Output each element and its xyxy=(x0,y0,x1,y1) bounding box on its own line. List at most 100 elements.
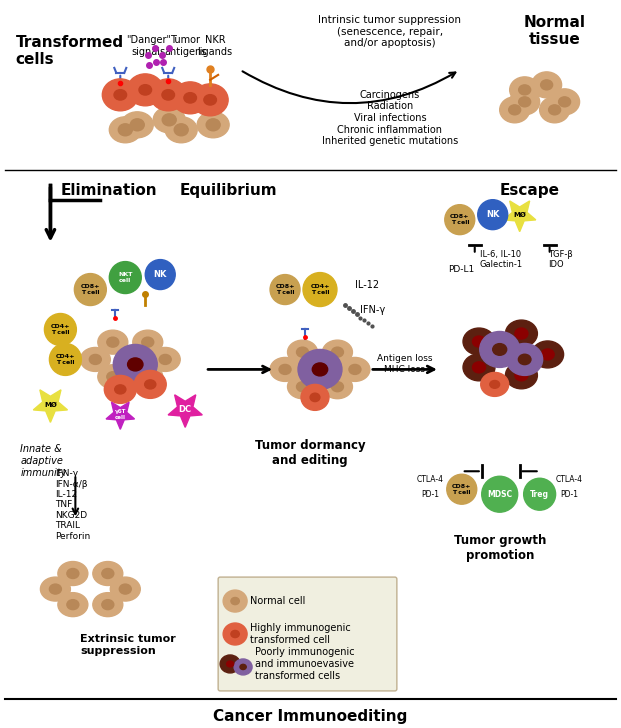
Text: NKT
cell: NKT cell xyxy=(118,272,132,283)
Text: Elimination: Elimination xyxy=(60,183,157,198)
Text: NKR
ligands: NKR ligands xyxy=(197,35,233,57)
Ellipse shape xyxy=(505,320,537,347)
Ellipse shape xyxy=(145,380,156,389)
Polygon shape xyxy=(34,389,68,422)
Ellipse shape xyxy=(288,375,317,399)
Text: Cancer Immunoediting: Cancer Immunoediting xyxy=(213,709,407,724)
Ellipse shape xyxy=(102,79,138,111)
Ellipse shape xyxy=(550,89,579,115)
Ellipse shape xyxy=(463,354,495,381)
Ellipse shape xyxy=(541,349,554,360)
Text: IFN-γ: IFN-γ xyxy=(360,304,385,314)
Ellipse shape xyxy=(192,84,228,116)
Ellipse shape xyxy=(310,393,320,402)
Ellipse shape xyxy=(40,577,70,601)
Ellipse shape xyxy=(98,331,128,354)
Text: CD8+
T cell: CD8+ T cell xyxy=(452,484,471,494)
Circle shape xyxy=(478,199,508,229)
Ellipse shape xyxy=(139,84,152,95)
Ellipse shape xyxy=(89,355,101,365)
Ellipse shape xyxy=(519,85,531,95)
Text: Intrinsic tumor suppression
(senescence, repair,
and/or apoptosis): Intrinsic tumor suppression (senescence,… xyxy=(319,15,461,48)
Circle shape xyxy=(45,314,76,346)
Polygon shape xyxy=(504,201,536,232)
Ellipse shape xyxy=(102,600,114,609)
Ellipse shape xyxy=(172,82,208,114)
Ellipse shape xyxy=(301,384,329,411)
Ellipse shape xyxy=(220,655,240,673)
Text: MDSC: MDSC xyxy=(487,490,512,499)
Text: Innate &
adaptive
immunity: Innate & adaptive immunity xyxy=(20,444,67,478)
Text: PD-1: PD-1 xyxy=(421,490,439,499)
Ellipse shape xyxy=(121,112,153,138)
Text: MØ: MØ xyxy=(44,401,57,408)
Ellipse shape xyxy=(541,80,553,90)
Ellipse shape xyxy=(481,373,509,396)
Ellipse shape xyxy=(153,107,185,132)
Text: Normal
tissue: Normal tissue xyxy=(524,15,586,47)
Text: PD-L1: PD-L1 xyxy=(448,264,474,274)
Ellipse shape xyxy=(312,363,328,376)
Ellipse shape xyxy=(130,119,144,131)
Ellipse shape xyxy=(134,371,166,398)
Ellipse shape xyxy=(58,593,88,617)
Text: CD8+
T cell: CD8+ T cell xyxy=(450,214,469,225)
Text: CD4+
T cell: CD4+ T cell xyxy=(310,284,330,295)
Text: Escape: Escape xyxy=(500,183,560,198)
Ellipse shape xyxy=(332,381,343,392)
Ellipse shape xyxy=(296,381,309,392)
Text: IL-12: IL-12 xyxy=(355,280,379,290)
Ellipse shape xyxy=(473,336,486,347)
Ellipse shape xyxy=(332,347,343,357)
Circle shape xyxy=(446,474,477,505)
Text: NK: NK xyxy=(153,270,167,279)
Ellipse shape xyxy=(288,340,317,364)
Ellipse shape xyxy=(463,328,495,355)
Text: "Danger"
signals: "Danger" signals xyxy=(126,35,171,57)
Ellipse shape xyxy=(231,598,239,605)
Ellipse shape xyxy=(67,600,79,609)
Ellipse shape xyxy=(515,370,528,381)
Ellipse shape xyxy=(270,357,300,381)
Ellipse shape xyxy=(223,623,247,645)
Text: Equilibrium: Equilibrium xyxy=(179,183,277,198)
Circle shape xyxy=(482,476,518,513)
Text: IL-6, IL-10
Galectin-1: IL-6, IL-10 Galectin-1 xyxy=(480,250,523,269)
Circle shape xyxy=(445,205,474,234)
Text: CD4+
T cell: CD4+ T cell xyxy=(51,324,70,335)
Ellipse shape xyxy=(532,72,561,98)
Text: CD8+
T cell: CD8+ T cell xyxy=(81,284,100,295)
Ellipse shape xyxy=(104,376,136,403)
Polygon shape xyxy=(168,395,202,427)
Ellipse shape xyxy=(67,569,79,579)
Ellipse shape xyxy=(127,358,143,371)
Ellipse shape xyxy=(80,347,111,371)
Text: CD8+
T cell: CD8+ T cell xyxy=(275,284,295,295)
Ellipse shape xyxy=(206,119,220,131)
Ellipse shape xyxy=(133,331,163,354)
Ellipse shape xyxy=(114,90,127,100)
Ellipse shape xyxy=(227,661,233,667)
Text: Transformed
cells: Transformed cells xyxy=(16,35,124,68)
Text: Extrinsic tumor
suppression: Extrinsic tumor suppression xyxy=(80,634,176,656)
Ellipse shape xyxy=(510,89,540,115)
Ellipse shape xyxy=(165,116,197,143)
Ellipse shape xyxy=(142,372,154,381)
Text: PD-1: PD-1 xyxy=(561,490,579,499)
Ellipse shape xyxy=(58,561,88,585)
FancyBboxPatch shape xyxy=(218,577,397,691)
Ellipse shape xyxy=(500,97,530,123)
Ellipse shape xyxy=(175,124,188,136)
Ellipse shape xyxy=(548,105,561,115)
Ellipse shape xyxy=(240,665,247,670)
Text: IFN-γ
IFN-α/β
IL-12
TNF
NKG2D
TRAIL
Perforin: IFN-γ IFN-α/β IL-12 TNF NKG2D TRAIL Perf… xyxy=(55,470,91,541)
Circle shape xyxy=(109,261,141,293)
Ellipse shape xyxy=(507,344,543,376)
Ellipse shape xyxy=(519,97,531,107)
Ellipse shape xyxy=(162,90,175,100)
Ellipse shape xyxy=(473,362,486,373)
Text: TGF-β
IDO: TGF-β IDO xyxy=(548,250,573,269)
Ellipse shape xyxy=(107,337,119,347)
Ellipse shape xyxy=(107,372,119,381)
Ellipse shape xyxy=(98,365,128,389)
